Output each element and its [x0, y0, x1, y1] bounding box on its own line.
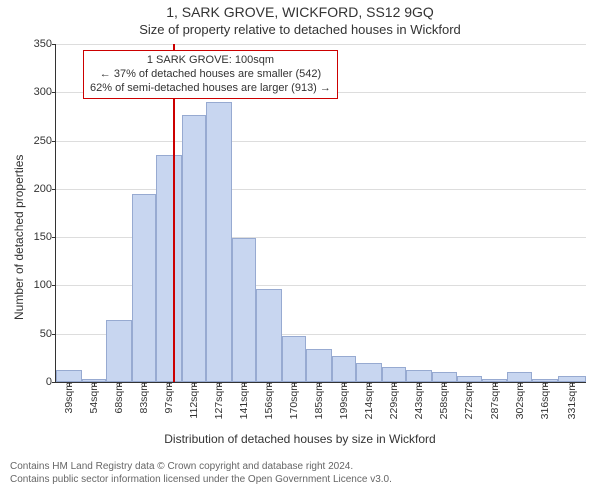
xtick-label: 156sqm — [263, 382, 275, 419]
page-title: 1, SARK GROVE, WICKFORD, SS12 9GQ — [0, 4, 600, 20]
footer-line-2: Contains public sector information licen… — [10, 473, 590, 486]
histogram-bar — [182, 115, 206, 382]
gridline — [56, 141, 586, 142]
gridline — [56, 44, 586, 45]
histogram-bar — [306, 349, 332, 382]
xtick-label: 331sqm — [566, 382, 578, 419]
histogram-bar — [356, 363, 382, 382]
xtick-label: 287sqm — [489, 382, 501, 419]
ytick-mark — [52, 92, 56, 93]
ytick-mark — [52, 382, 56, 383]
annotation-line-2: ← 37% of detached houses are smaller (54… — [90, 68, 331, 82]
xtick-mark — [444, 382, 445, 386]
xtick-mark — [344, 382, 345, 386]
histogram-bar — [507, 372, 533, 382]
ytick-mark — [52, 237, 56, 238]
histogram-bar — [432, 372, 456, 382]
xtick-mark — [194, 382, 195, 386]
xtick-label: 112sqm — [188, 382, 200, 419]
histogram-bar — [256, 289, 282, 382]
xtick-mark — [69, 382, 70, 386]
ytick-mark — [52, 334, 56, 335]
xtick-mark — [94, 382, 95, 386]
histogram-bar — [106, 320, 132, 382]
x-axis-label: Distribution of detached houses by size … — [0, 432, 600, 446]
xtick-mark — [520, 382, 521, 386]
ytick-label: 100 — [34, 279, 52, 291]
ytick-mark — [52, 285, 56, 286]
xtick-mark — [495, 382, 496, 386]
xtick-label: 258sqm — [438, 382, 450, 419]
xtick-label: 68sqm — [113, 382, 125, 414]
xtick-mark — [394, 382, 395, 386]
xtick-label: 39sqm — [63, 382, 75, 414]
histogram-bar — [132, 194, 156, 382]
xtick-mark — [169, 382, 170, 386]
histogram-bar — [282, 336, 306, 382]
xtick-mark — [419, 382, 420, 386]
annotation-line-1: 1 SARK GROVE: 100sqm — [90, 54, 331, 68]
xtick-mark — [545, 382, 546, 386]
xtick-mark — [144, 382, 145, 386]
ytick-mark — [52, 189, 56, 190]
marker-annotation: 1 SARK GROVE: 100sqm ← 37% of detached h… — [83, 50, 338, 99]
xtick-label: 185sqm — [313, 382, 325, 419]
xtick-mark — [269, 382, 270, 386]
xtick-label: 127sqm — [213, 382, 225, 419]
xtick-mark — [369, 382, 370, 386]
xtick-label: 272sqm — [463, 382, 475, 419]
xtick-label: 97sqm — [163, 382, 175, 414]
xtick-label: 302sqm — [514, 382, 526, 419]
xtick-label: 141sqm — [238, 382, 250, 419]
histogram-bar — [232, 238, 256, 382]
ytick-label: 200 — [34, 183, 52, 195]
xtick-mark — [572, 382, 573, 386]
ytick-label: 0 — [46, 376, 52, 388]
xtick-mark — [219, 382, 220, 386]
xtick-mark — [319, 382, 320, 386]
xtick-label: 83sqm — [138, 382, 150, 414]
histogram-bar — [156, 155, 182, 382]
xtick-label: 199sqm — [338, 382, 350, 419]
annotation-line-3: 62% of semi-detached houses are larger (… — [90, 82, 331, 96]
ytick-label: 350 — [34, 38, 52, 50]
ytick-label: 150 — [34, 231, 52, 243]
xtick-label: 316sqm — [539, 382, 551, 419]
xtick-mark — [244, 382, 245, 386]
ytick-label: 250 — [34, 135, 52, 147]
gridline — [56, 189, 586, 190]
ytick-label: 50 — [40, 328, 52, 340]
xtick-label: 229sqm — [388, 382, 400, 419]
ytick-mark — [52, 44, 56, 45]
histogram-bar — [406, 370, 432, 382]
histogram-bar — [206, 102, 232, 382]
ytick-mark — [52, 141, 56, 142]
footer-line-1: Contains HM Land Registry data © Crown c… — [10, 460, 590, 473]
page-subtitle: Size of property relative to detached ho… — [0, 22, 600, 37]
xtick-label: 243sqm — [413, 382, 425, 419]
y-axis-label: Number of detached properties — [12, 155, 26, 320]
xtick-label: 170sqm — [288, 382, 300, 419]
ytick-label: 300 — [34, 86, 52, 98]
footer-attribution: Contains HM Land Registry data © Crown c… — [10, 460, 590, 486]
histogram-bar — [382, 367, 406, 382]
histogram-bar — [332, 356, 356, 382]
xtick-label: 54sqm — [88, 382, 100, 414]
xtick-mark — [469, 382, 470, 386]
histogram-bar — [56, 370, 82, 382]
xtick-mark — [294, 382, 295, 386]
xtick-mark — [119, 382, 120, 386]
xtick-label: 214sqm — [363, 382, 375, 419]
